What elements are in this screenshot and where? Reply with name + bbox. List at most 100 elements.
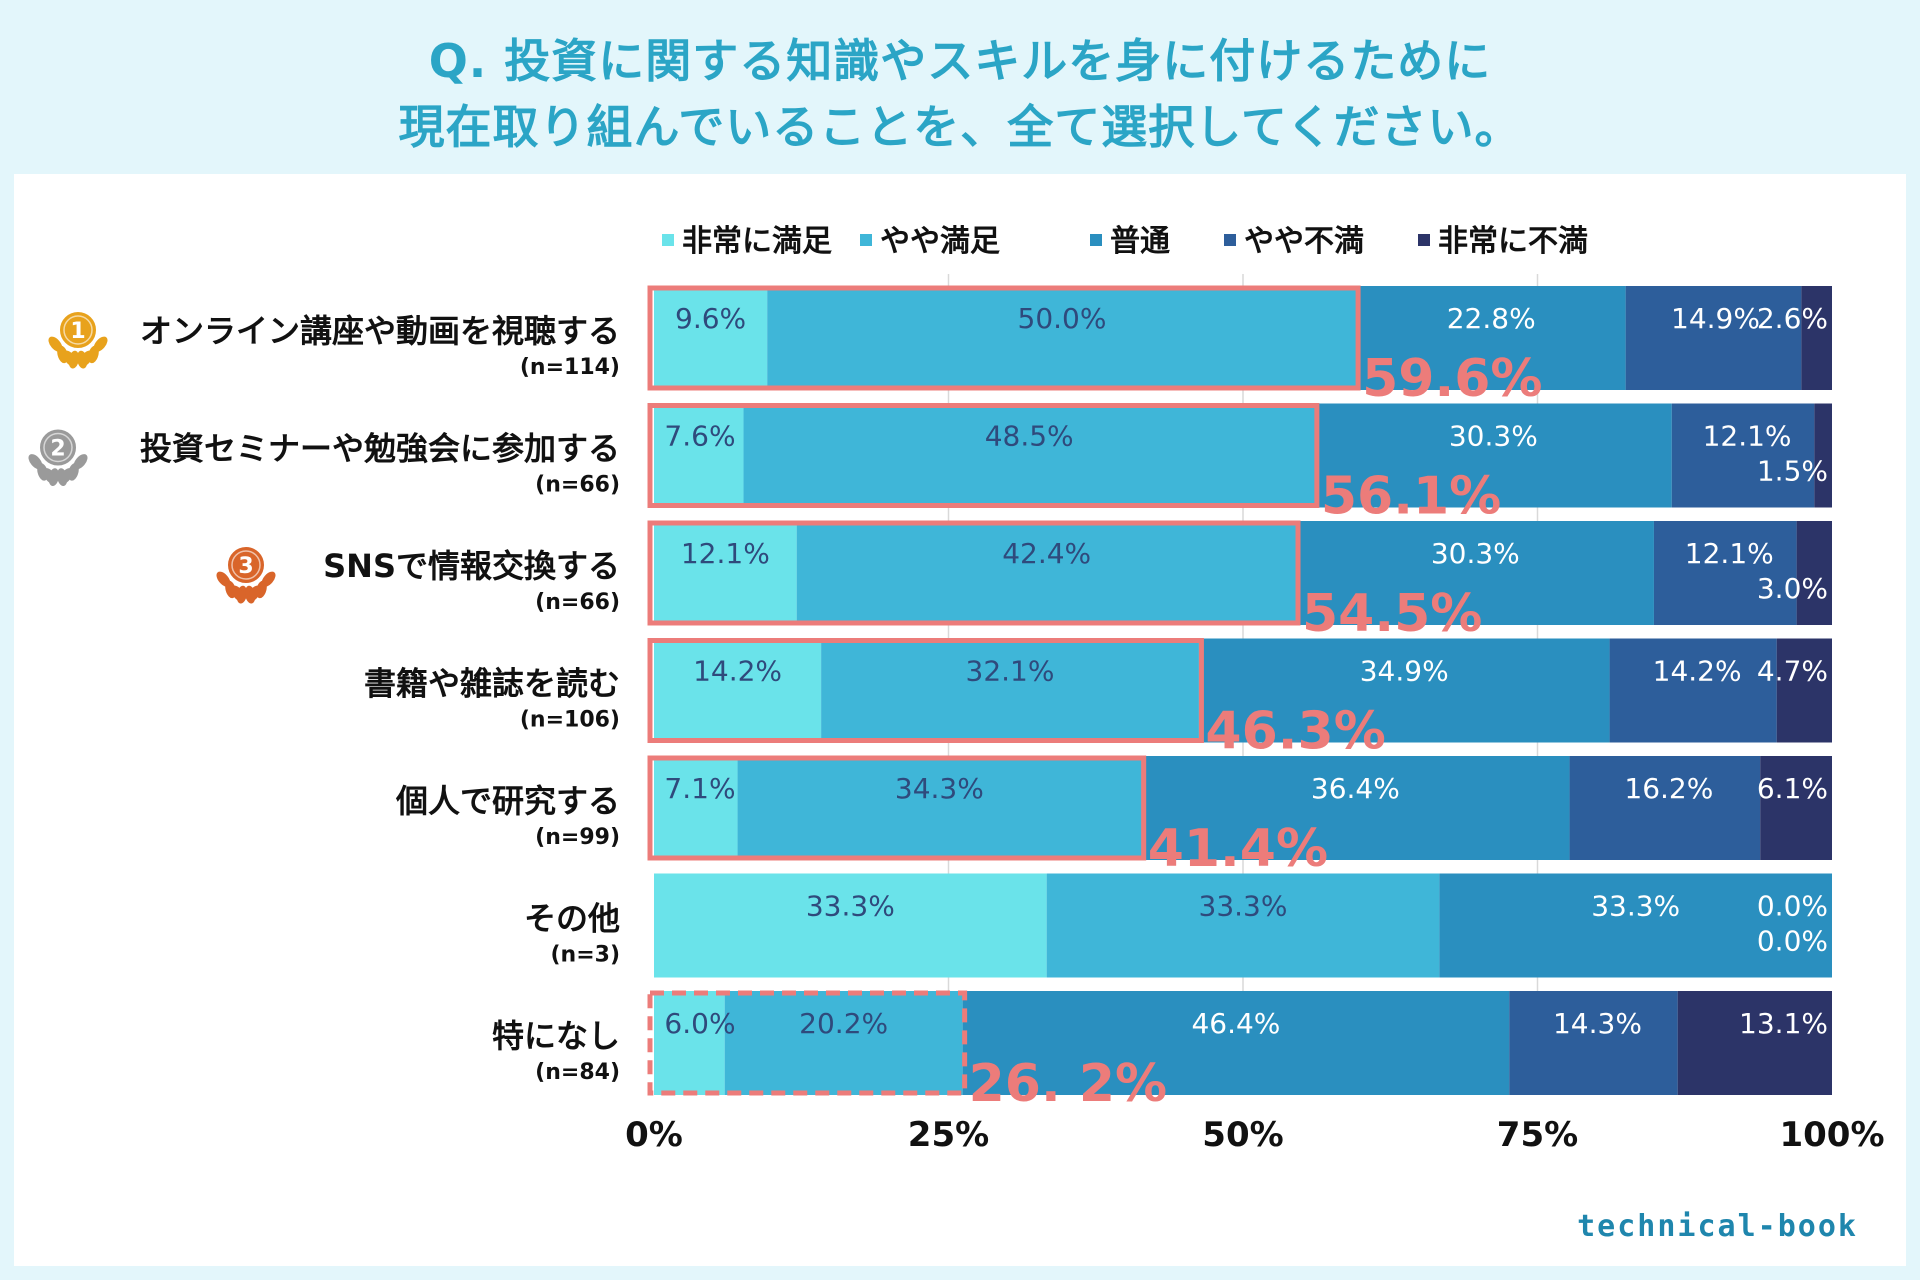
legend-label-2: やや満足 xyxy=(880,224,1000,259)
highlight-total-2: 56.1% xyxy=(1321,467,1501,527)
bar-segment-7-3 xyxy=(962,991,1510,1095)
highlight-total-4: 46.3% xyxy=(1205,702,1385,762)
category-label-2: 投資セミナーや勉強会に参加する xyxy=(140,430,620,468)
bar-segment-3-1 xyxy=(654,521,797,625)
bar-segment-1-3 xyxy=(1356,286,1626,390)
rank-medal-icon-2: 2 xyxy=(28,427,88,487)
bar-segment-4-2 xyxy=(821,638,1199,743)
medal-ring xyxy=(231,550,261,580)
laurel-left-leaf xyxy=(59,468,73,484)
value-label-3-4: 12.1% xyxy=(1685,537,1774,570)
category-label-5: 個人で研究する xyxy=(395,782,620,820)
bar-row-7 xyxy=(654,991,1832,1095)
legend-label-1: 非常に満足 xyxy=(682,224,832,259)
bar-segment-7-2 xyxy=(724,991,963,1095)
value-label-2-1: 7.6% xyxy=(664,420,735,453)
chart-panel: 非常に満足 やや満足 普通 やや不満 非常に不満 オンライン講座や動画を視聴する (n=11… xyxy=(14,174,1906,1266)
bar-segment-5-5 xyxy=(1760,756,1832,860)
value-label-5-1: 7.1% xyxy=(664,772,735,805)
highlight-box-2 xyxy=(647,403,1320,508)
x-tick-label-0: 0% xyxy=(625,1115,683,1155)
x-tick-label-50: 50% xyxy=(1202,1115,1283,1155)
bar-segment-7-5 xyxy=(1677,991,1832,1095)
legend-swatch-5 xyxy=(1418,234,1430,246)
value-label-7-3: 46.4% xyxy=(1191,1007,1280,1040)
category-label-3: SNSで情報交換する xyxy=(323,547,620,585)
value-label-5-2: 34.3% xyxy=(895,772,984,805)
medal-number: 1 xyxy=(70,319,85,344)
bar-segment-2-2 xyxy=(743,403,1315,508)
x-tick-label-100: 100% xyxy=(1779,1115,1884,1155)
bar-segment-5-3 xyxy=(1141,756,1570,860)
bar-segment-4-3 xyxy=(1198,638,1610,743)
value-label-5-4: 16.2% xyxy=(1624,772,1713,805)
value-label-6-1: 33.3% xyxy=(806,890,895,923)
value-label-3-3: 30.3% xyxy=(1431,537,1520,570)
technical-book-logo: technical-book xyxy=(1577,1209,1858,1244)
highlight-box-1 xyxy=(647,285,1361,391)
category-label-4: 書籍や雑誌を読む xyxy=(364,665,620,703)
value-label-1-2: 50.0% xyxy=(1018,302,1107,335)
value-label-4-3: 34.9% xyxy=(1360,655,1449,688)
value-label-1-4: 14.9% xyxy=(1671,302,1760,335)
highlight-total-3: 54.5% xyxy=(1302,584,1482,644)
bar-segment-1-1 xyxy=(654,286,768,390)
medal-ring xyxy=(63,315,93,345)
bar-end-cap-2 xyxy=(1824,403,1832,508)
value-label-5-3: 36.4% xyxy=(1311,772,1400,805)
value-label-2-5: 1.5% xyxy=(1757,455,1828,488)
legend-swatch-3 xyxy=(1090,234,1102,246)
value-label-6-2: 33.3% xyxy=(1199,890,1288,923)
laurel-left-leaf xyxy=(247,585,261,602)
legend-swatch-4 xyxy=(1224,234,1236,246)
highlight-total-5: 41.4% xyxy=(1148,819,1328,879)
value-label-6-4: 0.0% xyxy=(1757,890,1828,923)
value-label-1-3: 22.8% xyxy=(1447,302,1536,335)
highlight-total-1: 59.6% xyxy=(1362,349,1542,409)
value-label-6-5: 0.0% xyxy=(1757,925,1828,958)
bar-segment-1-2 xyxy=(767,286,1357,390)
category-n-6: (n=3) xyxy=(550,943,620,968)
laurel-left-leaf xyxy=(79,350,93,367)
bar-segment-7-1 xyxy=(654,991,725,1095)
medal-ring xyxy=(43,432,73,463)
bar-segment-6-3 xyxy=(1439,873,1832,978)
title-line-1: Q. 投資に関する知識やスキルを身に付けるために xyxy=(428,34,1492,88)
x-tick-label-25: 25% xyxy=(908,1115,989,1155)
bar-row-2 xyxy=(654,403,1832,508)
value-label-3-2: 42.4% xyxy=(1002,537,1091,570)
bar-segment-1-4 xyxy=(1625,286,1802,390)
highlight-box-7 xyxy=(647,990,968,1096)
bar-segment-2-4 xyxy=(1671,403,1815,508)
legend-label-3: 普通 xyxy=(1110,224,1170,259)
value-label-1-5: 2.6% xyxy=(1757,302,1828,335)
bar-segment-2-1 xyxy=(654,403,744,508)
bar-segment-6-2 xyxy=(1046,873,1440,978)
medal-number: 2 xyxy=(50,437,65,462)
bar-end-cap-6 xyxy=(1824,873,1832,978)
bar-segment-6-1 xyxy=(654,873,1047,978)
laurel-right-leaf xyxy=(43,468,57,484)
value-label-4-2: 32.1% xyxy=(966,655,1055,688)
bar-row-6 xyxy=(654,873,1832,978)
value-label-3-1: 12.1% xyxy=(681,537,770,570)
title-area: Q. 投資に関する知識やスキルを身に付けるために 現在取り組んでいることを、全て… xyxy=(14,14,1906,174)
category-n-5: (n=99) xyxy=(535,825,620,850)
rank-medal-icon-1: 1 xyxy=(48,310,108,369)
bar-segment-5-4 xyxy=(1569,756,1761,860)
bar-row-3 xyxy=(654,521,1832,625)
bar-end-cap-3 xyxy=(1824,521,1832,625)
bar-segment-7-4 xyxy=(1509,991,1678,1095)
legend-swatch-2 xyxy=(860,234,872,246)
legend-label-4: やや不満 xyxy=(1244,224,1364,259)
bar-end-cap-7 xyxy=(1824,991,1832,1095)
medal-number: 3 xyxy=(238,554,253,579)
laurel-right-leaf xyxy=(231,585,245,602)
value-label-7-2: 20.2% xyxy=(799,1007,888,1040)
rank-medal-icon-3: 3 xyxy=(216,545,276,604)
value-label-2-4: 12.1% xyxy=(1703,420,1792,453)
value-label-6-3: 33.3% xyxy=(1591,890,1680,923)
value-label-1-1: 9.6% xyxy=(675,302,746,335)
value-label-4-5: 4.7% xyxy=(1757,655,1828,688)
title-line-2: 現在取り組んでいることを、全て選択してください。 xyxy=(398,100,1522,154)
